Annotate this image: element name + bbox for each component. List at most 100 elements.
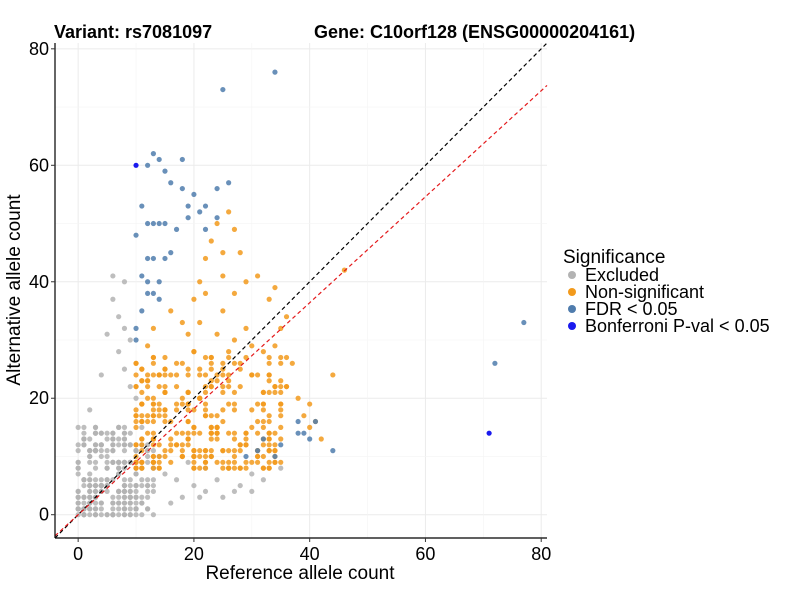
point-non-significant-304 (272, 442, 278, 448)
point-fdr-0-05-7 (168, 180, 174, 186)
point-non-significant-215 (266, 442, 272, 448)
point-excluded-210 (116, 424, 122, 430)
point-non-significant-121 (173, 430, 180, 436)
point-non-significant-250 (208, 448, 214, 454)
point-non-significant-234 (237, 448, 243, 454)
point-non-significant-306 (214, 378, 220, 384)
point-non-significant-203 (191, 465, 197, 471)
point-excluded-272 (121, 430, 128, 436)
point-excluded-243 (92, 465, 99, 471)
point-excluded-151 (127, 482, 133, 489)
point-excluded-113 (133, 494, 139, 500)
point-non-significant-201 (202, 448, 209, 454)
point-non-significant-167 (133, 442, 139, 448)
point-fdr-0-05-14 (185, 203, 191, 209)
point-non-significant-352 (150, 430, 156, 436)
point-excluded-26 (179, 494, 185, 500)
point-excluded-202 (133, 488, 139, 495)
legend-key-1 (568, 288, 576, 296)
point-excluded-171 (104, 477, 110, 483)
point-non-significant-16 (254, 273, 261, 279)
point-non-significant-108 (156, 383, 162, 390)
point-non-significant-202 (145, 430, 151, 436)
point-non-significant-137 (278, 389, 284, 396)
point-excluded-276 (104, 512, 110, 518)
point-non-significant-174 (197, 372, 203, 378)
point-excluded-148 (81, 436, 87, 442)
point-excluded-242 (92, 506, 99, 512)
point-non-significant-107 (266, 360, 272, 366)
point-non-significant-163 (139, 418, 145, 425)
point-non-significant-262 (278, 407, 284, 413)
point-non-significant-142 (226, 383, 232, 390)
point-excluded-130 (92, 477, 99, 483)
point-non-significant-233 (179, 442, 185, 448)
point-non-significant-249 (214, 459, 220, 465)
point-non-significant-327 (226, 459, 232, 465)
point-excluded-179 (116, 465, 122, 471)
point-excluded-29 (231, 488, 238, 495)
point-non-significant-179 (226, 401, 232, 407)
point-non-significant-27 (318, 436, 324, 442)
legend: Significance ExcludedNon-significantFDR … (563, 247, 770, 336)
point-fdr-0-05-29 (139, 273, 145, 279)
point-excluded-7 (116, 349, 122, 355)
point-non-significant-42 (249, 459, 255, 465)
point-non-significant-131 (231, 436, 238, 442)
point-non-significant-345 (179, 453, 185, 460)
point-excluded-156 (145, 453, 151, 460)
point-non-significant-241 (260, 401, 266, 407)
point-excluded-91 (104, 448, 110, 454)
point-non-significant-72 (237, 442, 243, 448)
point-excluded-90 (81, 500, 87, 506)
x-tick-label-4: 80 (531, 544, 551, 564)
point-excluded-274 (127, 506, 133, 512)
point-non-significant-277 (214, 430, 220, 436)
point-excluded-163 (133, 500, 139, 506)
point-fdr-0-05-1 (272, 69, 278, 75)
point-excluded-198 (150, 448, 156, 454)
point-excluded-32 (278, 465, 284, 471)
point-non-significant-64 (243, 459, 249, 465)
point-non-significant-309 (266, 413, 272, 419)
y-tick-label-2: 40 (29, 272, 49, 292)
point-non-significant-37 (150, 325, 156, 331)
point-non-significant-332 (278, 360, 284, 366)
point-fdr-0-05-6 (162, 168, 168, 174)
point-excluded-275 (116, 500, 122, 506)
point-fdr-0-05-19 (150, 220, 156, 227)
point-non-significant-32 (243, 325, 249, 331)
point-non-significant-175 (231, 459, 238, 465)
point-excluded-191 (121, 459, 128, 465)
point-excluded-293 (98, 442, 104, 448)
point-non-significant-28 (330, 372, 336, 378)
point-non-significant-213 (185, 442, 191, 448)
point-non-significant-274 (139, 401, 145, 407)
point-non-significant-110 (162, 413, 168, 419)
point-non-significant-155 (202, 453, 209, 460)
point-non-significant-114 (150, 418, 156, 425)
point-non-significant-286 (220, 418, 226, 425)
point-excluded-290 (75, 506, 81, 512)
point-non-significant-148 (162, 372, 168, 378)
point-non-significant-176 (139, 442, 145, 448)
point-non-significant-46 (307, 424, 313, 430)
legend-key-2 (568, 305, 576, 313)
point-excluded-237 (110, 430, 116, 436)
point-non-significant-276 (179, 360, 185, 366)
point-non-significant-223 (208, 430, 214, 436)
point-non-significant-347 (278, 413, 284, 419)
point-non-significant-340 (162, 389, 168, 396)
point-fdr-0-05-22 (173, 226, 180, 232)
point-excluded-256 (133, 471, 139, 477)
x-axis-label: Reference allele count (205, 563, 395, 584)
legend-label-2: FDR < 0.05 (585, 299, 678, 319)
point-non-significant-13 (220, 273, 226, 279)
point-non-significant-318 (185, 436, 191, 442)
point-excluded-21 (220, 494, 226, 500)
point-fdr-0-05-44 (260, 436, 266, 442)
point-non-significant-211 (254, 453, 261, 460)
point-non-significant-349 (191, 430, 197, 436)
point-fdr-0-05-8 (179, 185, 185, 192)
point-non-significant-90 (283, 354, 290, 361)
